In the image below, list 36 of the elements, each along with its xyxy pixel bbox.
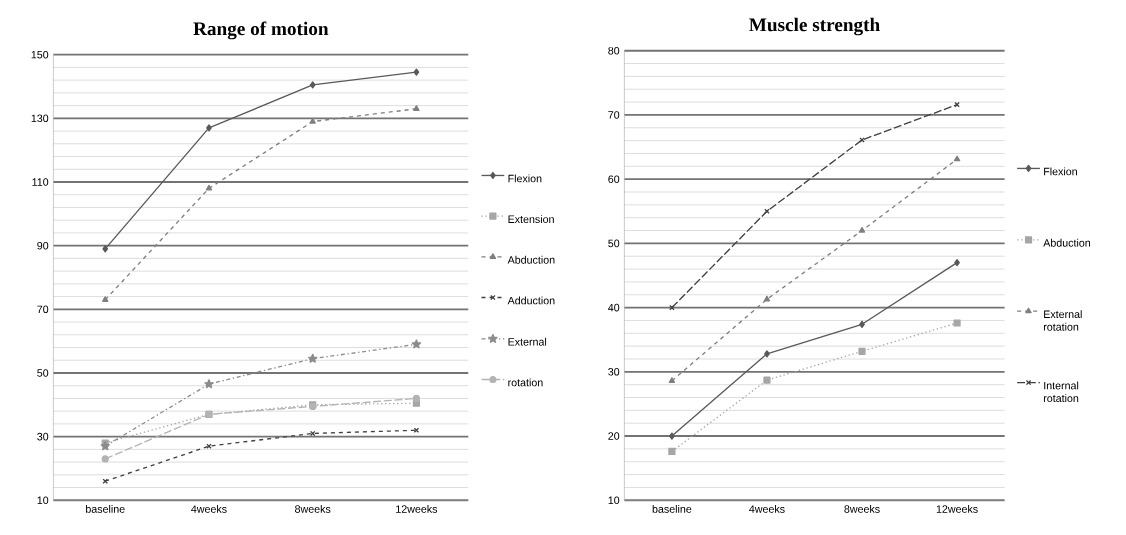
y-tick-label: 70 [37,305,49,314]
x-tick-label: 8weeks [844,505,880,513]
legend-label: Internal rotation [1043,381,1079,403]
chart-title: Range of motion [193,21,329,40]
x-tick-label: 4weeks [191,505,227,513]
y-tick-label: 60 [608,175,620,183]
y-tick-label: 50 [608,239,620,248]
legend-label: Abduction [507,255,555,264]
x-tick-label: baseline [652,505,692,513]
legend-label: Extension [508,215,554,223]
x-tick-label: 4weeks [749,505,785,513]
x-tick-label: 12weeks [936,505,978,513]
legend-label: External [508,337,547,346]
legend-label: Adduction [507,296,555,305]
legend-label: External rotation [1043,310,1082,331]
x-tick-label: baseline [86,505,125,513]
y-tick-label: 70 [608,111,620,119]
x-tick-label: 8weeks [295,505,331,513]
legend-label: Abduction [1043,238,1091,247]
y-tick-label: 110 [32,178,49,186]
chart-title: Muscle strength [749,17,880,36]
legend-label: Flexion [1044,167,1077,176]
legend-label: rotation [508,378,543,387]
y-tick-label: 40 [608,303,620,312]
y-tick-label: 50 [37,369,49,377]
y-tick-label: 80 [608,46,620,55]
y-tick-label: 20 [608,432,620,440]
y-tick-label: 30 [37,432,49,441]
y-tick-label: 90 [37,241,49,250]
y-tick-label: 130 [31,114,49,123]
y-tick-label: 10 [608,496,620,505]
x-tick-label: 12weeks [396,505,438,513]
y-tick-label: 10 [37,496,49,505]
legend-label: Flexion [508,174,542,183]
y-tick-label: 30 [608,368,620,376]
y-tick-label: 150 [31,50,49,59]
